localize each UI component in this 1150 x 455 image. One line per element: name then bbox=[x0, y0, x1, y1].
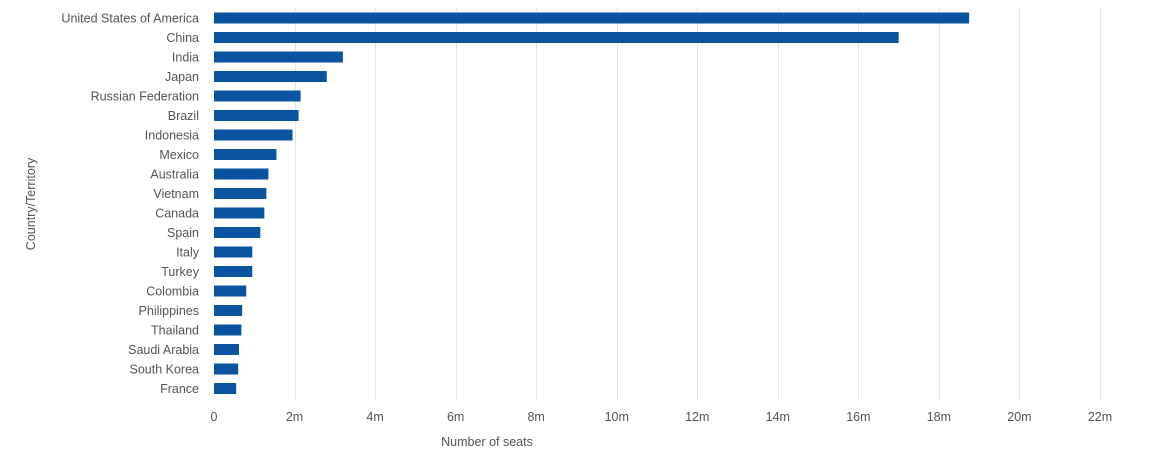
x-tick-label: 10m bbox=[605, 410, 629, 424]
gridlines bbox=[295, 8, 1101, 400]
bar[interactable] bbox=[214, 344, 239, 355]
category-label: Spain bbox=[167, 226, 199, 240]
bars bbox=[214, 12, 970, 394]
category-label: Canada bbox=[155, 207, 199, 221]
category-label: United States of America bbox=[61, 12, 199, 26]
bar[interactable] bbox=[214, 207, 265, 219]
category-label: India bbox=[172, 51, 199, 65]
category-label: France bbox=[160, 382, 199, 396]
bar[interactable] bbox=[214, 149, 277, 160]
x-tick-label: 4m bbox=[366, 410, 383, 424]
x-axis-title: Number of seats bbox=[441, 435, 533, 449]
category-label: Russian Federation bbox=[91, 90, 199, 104]
bar[interactable] bbox=[214, 168, 269, 180]
bar[interactable] bbox=[214, 188, 267, 199]
bar[interactable] bbox=[214, 32, 899, 43]
y-axis-title: Country/Territory bbox=[24, 157, 38, 250]
bar[interactable] bbox=[214, 110, 299, 121]
category-label: Brazil bbox=[168, 109, 199, 123]
category-label: Vietnam bbox=[153, 187, 199, 201]
x-tick-label: 6m bbox=[447, 410, 464, 424]
category-labels: United States of America China India Japan R… bbox=[61, 12, 199, 397]
bar[interactable] bbox=[214, 266, 253, 277]
bar[interactable] bbox=[214, 383, 237, 394]
bar[interactable] bbox=[214, 90, 301, 102]
x-tick-label: 12m bbox=[685, 410, 709, 424]
x-tick-label: 18m bbox=[927, 410, 951, 424]
bar[interactable] bbox=[214, 227, 261, 238]
x-tick-label: 16m bbox=[846, 410, 870, 424]
bar[interactable] bbox=[214, 71, 327, 82]
category-label: Australia bbox=[150, 168, 199, 182]
category-label: Philippines bbox=[139, 304, 199, 318]
category-label: Colombia bbox=[146, 285, 199, 299]
category-label: Japan bbox=[165, 70, 199, 84]
bar[interactable] bbox=[214, 246, 253, 258]
x-tick-label: 2m bbox=[286, 410, 303, 424]
bar[interactable] bbox=[214, 285, 247, 297]
bar[interactable] bbox=[214, 305, 243, 316]
category-label: China bbox=[166, 31, 199, 45]
x-tick-labels: 0 2m 4m 6m 8m 10m 12m 14m 16m 18m 20m 22m bbox=[211, 410, 1113, 424]
category-label: Thailand bbox=[151, 324, 199, 338]
category-label: Mexico bbox=[159, 148, 199, 162]
bar[interactable] bbox=[214, 129, 293, 141]
x-tick-label: 14m bbox=[766, 410, 790, 424]
x-tick-label: 8m bbox=[527, 410, 544, 424]
category-label: Turkey bbox=[161, 265, 199, 279]
bar[interactable] bbox=[214, 12, 970, 24]
category-label: Saudi Arabia bbox=[128, 343, 199, 357]
bar[interactable] bbox=[214, 51, 343, 63]
category-label: Indonesia bbox=[145, 129, 199, 143]
x-tick-label: 20m bbox=[1007, 410, 1031, 424]
x-tick-label: 0 bbox=[211, 410, 218, 424]
category-label: South Korea bbox=[130, 363, 200, 377]
bar[interactable] bbox=[214, 363, 239, 375]
category-label: Italy bbox=[176, 246, 200, 260]
x-tick-label: 22m bbox=[1088, 410, 1112, 424]
bar[interactable] bbox=[214, 324, 242, 336]
